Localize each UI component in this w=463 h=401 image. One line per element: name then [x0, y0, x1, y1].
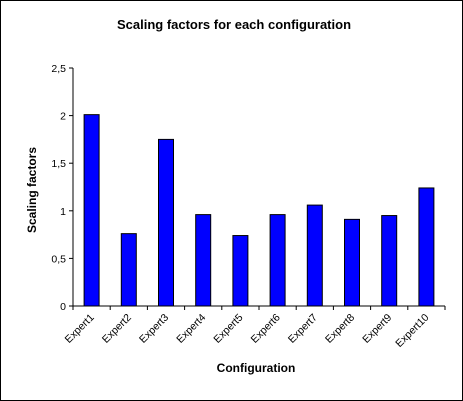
bar-expert7 — [306, 204, 323, 307]
y-tick-label: 1 — [60, 206, 66, 218]
bar-expert6 — [269, 214, 286, 307]
y-tick-label: 0 — [60, 301, 66, 313]
plot-area: 0 0,5 1 1,5 2 2,5 Expert1 Expert2 Expert3 Expert4… — [51, 63, 446, 350]
bar-expert5 — [232, 235, 249, 307]
bar-expert4 — [195, 214, 212, 307]
x-tick-label: Expert7 — [286, 312, 320, 346]
x-tick-label: Expert10 — [393, 312, 431, 350]
x-tick-label: Expert2 — [100, 312, 134, 346]
x-tick-label: Expert5 — [211, 312, 245, 346]
x-tick-label: Expert3 — [137, 312, 171, 346]
y-tick-label: 2,5 — [51, 63, 66, 75]
y-tick-label: 2 — [60, 111, 66, 123]
y-tick-label: 0,5 — [51, 253, 66, 265]
x-tick-label: Expert6 — [249, 312, 283, 346]
x-tick-label: Expert8 — [323, 312, 357, 346]
x-tick-label: Expert9 — [360, 312, 394, 346]
y-axis-title: Scaling factors — [25, 147, 39, 233]
x-axis-title: Configuration — [217, 361, 296, 375]
bar-expert1 — [83, 114, 100, 307]
x-tick-label: Expert1 — [63, 312, 97, 346]
chart-title: Scaling factors for each configuration — [117, 17, 351, 32]
bar-expert9 — [381, 215, 398, 307]
bar-expert10 — [418, 187, 435, 307]
x-tick-label: Expert4 — [174, 312, 208, 346]
bar-expert3 — [158, 138, 174, 307]
y-tick-label: 1,5 — [51, 158, 66, 170]
bar-expert8 — [344, 218, 360, 307]
bar-expert2 — [120, 233, 137, 307]
